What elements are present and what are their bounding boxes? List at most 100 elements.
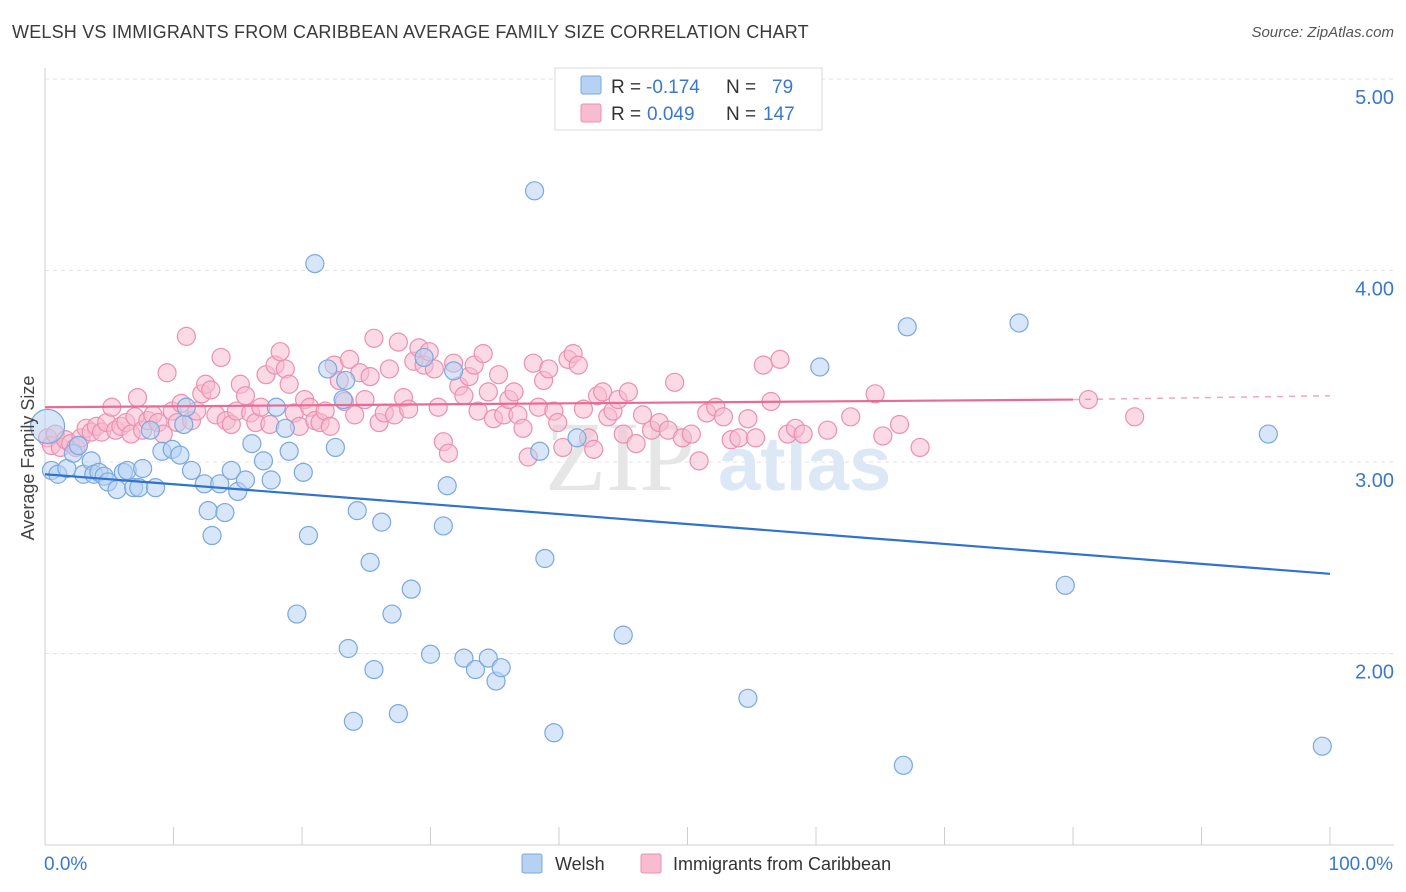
- welsh-point-59: [433, 516, 453, 536]
- welsh-point-38: [275, 418, 295, 438]
- caribbean-point-127: [689, 451, 709, 471]
- caribbean-point-109: [573, 399, 594, 419]
- stats-swatch-welsh: [580, 75, 602, 95]
- caribbean-point-141: [817, 420, 838, 440]
- stats-box: R = -0.174 N = 79 R = 0.049 N = 147: [554, 67, 823, 131]
- welsh-point-17: [133, 458, 153, 479]
- caribbean-point-67: [364, 328, 384, 348]
- welsh-point-27: [198, 501, 218, 521]
- welsh-point-55: [388, 704, 408, 724]
- welsh-point-28: [202, 525, 222, 546]
- caribbean-point-113: [593, 382, 613, 402]
- caribbean-point-89: [473, 344, 493, 364]
- welsh-point-60: [437, 476, 457, 496]
- welsh-point-22: [170, 445, 190, 465]
- caribbean-point-119: [626, 434, 646, 454]
- welsh-point-51: [360, 552, 380, 572]
- legend-swatch-welsh: [521, 853, 543, 874]
- caribbean-point-80: [428, 397, 448, 417]
- caribbean-point-142: [841, 407, 861, 427]
- y-tick-label-1: 3.00: [1355, 470, 1394, 492]
- welsh-point-42: [298, 525, 319, 546]
- welsh-point-67: [524, 181, 545, 201]
- welsh-point-57: [414, 347, 434, 368]
- series-caribbean: [37, 326, 1145, 471]
- welsh-point-79: [1055, 575, 1075, 595]
- watermark-zip: ZIP: [545, 401, 695, 512]
- welsh-point-39: [279, 441, 299, 461]
- welsh-point-48: [338, 638, 358, 659]
- caribbean-point-95: [504, 382, 524, 402]
- y-tick-labels: 2.00 3.00 4.00 5.00: [1355, 87, 1394, 684]
- caribbean-point-41: [235, 386, 256, 406]
- legend-label-caribbean: Immigrants from Caribbean: [673, 854, 891, 874]
- stats-welsh-r-label: R =: [611, 77, 641, 98]
- axes: [44, 68, 1394, 846]
- caribbean-point-105: [553, 437, 573, 458]
- y-tick-label-2: 4.00: [1355, 279, 1394, 301]
- caribbean-point-90: [478, 382, 498, 402]
- caribbean-point-50: [279, 374, 299, 394]
- caribbean-point-58: [320, 416, 340, 436]
- welsh-point-31: [221, 460, 241, 481]
- caribbean-point-145: [889, 414, 910, 435]
- welsh-point-47: [336, 370, 356, 391]
- caribbean-point-74: [399, 399, 419, 419]
- welsh-point-12: [107, 479, 127, 500]
- stats-welsh-n-label: N =: [726, 77, 756, 98]
- welsh-point-64: [478, 648, 498, 668]
- welsh-point-35: [253, 451, 274, 471]
- legend: Welsh Immigrants from Caribbean: [521, 853, 891, 874]
- legend-swatch-caribbean: [640, 853, 662, 874]
- welsh-point-78: [1009, 313, 1029, 333]
- caribbean-point-144: [873, 426, 893, 446]
- caribbean-point-25: [157, 363, 177, 383]
- caribbean-point-130: [713, 407, 734, 427]
- stats-welsh-r: -0.174: [646, 77, 700, 98]
- caribbean-point-108: [568, 355, 588, 375]
- caribbean-point-140: [793, 424, 813, 444]
- welsh-point-54: [382, 604, 402, 624]
- y-tick-label-0: 2.00: [1355, 662, 1394, 684]
- x-tick-labels: 0.0% 100.0%: [44, 854, 1393, 875]
- caribbean-point-135: [753, 355, 773, 375]
- welsh-point-77: [897, 317, 917, 337]
- trend-lines: [44, 394, 1331, 575]
- y-axis-label: Average Family Size: [18, 376, 38, 541]
- caribbean-point-88: [468, 401, 488, 421]
- caribbean-point-36: [211, 347, 231, 368]
- caribbean-point-104: [548, 412, 568, 433]
- stats-welsh-n: 79: [772, 77, 793, 98]
- trend-line-caribbean: [44, 398, 1074, 409]
- welsh-point-61: [444, 361, 464, 381]
- caribbean-point-117: [613, 424, 633, 444]
- welsh-point-41: [293, 462, 313, 482]
- stats-carib-r: 0.049: [647, 104, 695, 125]
- caribbean-point-126: [681, 424, 701, 444]
- caribbean-point-124: [665, 372, 685, 392]
- caribbean-point-134: [746, 428, 766, 448]
- welsh-point-56: [401, 579, 421, 599]
- welsh-point-80: [1258, 424, 1278, 444]
- welsh-point-75: [810, 357, 830, 377]
- caribbean-point-48: [270, 342, 290, 362]
- welsh-point-70: [544, 723, 564, 743]
- welsh-point-62: [454, 648, 474, 668]
- caribbean-point-66: [360, 366, 380, 387]
- welsh-point-36: [261, 470, 281, 490]
- caribbean-point-133: [738, 409, 758, 429]
- caribbean-point-63: [345, 405, 365, 425]
- welsh-point-66: [491, 658, 511, 678]
- gridlines: [45, 78, 1394, 654]
- welsh-point-49: [343, 711, 363, 731]
- welsh-point-63: [465, 659, 486, 680]
- caribbean-point-111: [584, 439, 604, 459]
- welsh-point-50: [347, 501, 367, 521]
- caribbean-point-118: [618, 382, 638, 402]
- caribbean-point-19: [127, 388, 148, 408]
- welsh-point-74: [738, 688, 758, 708]
- welsh-point-40: [287, 604, 307, 624]
- welsh-point-53: [372, 512, 392, 532]
- legend-label-welsh: Welsh: [555, 854, 605, 874]
